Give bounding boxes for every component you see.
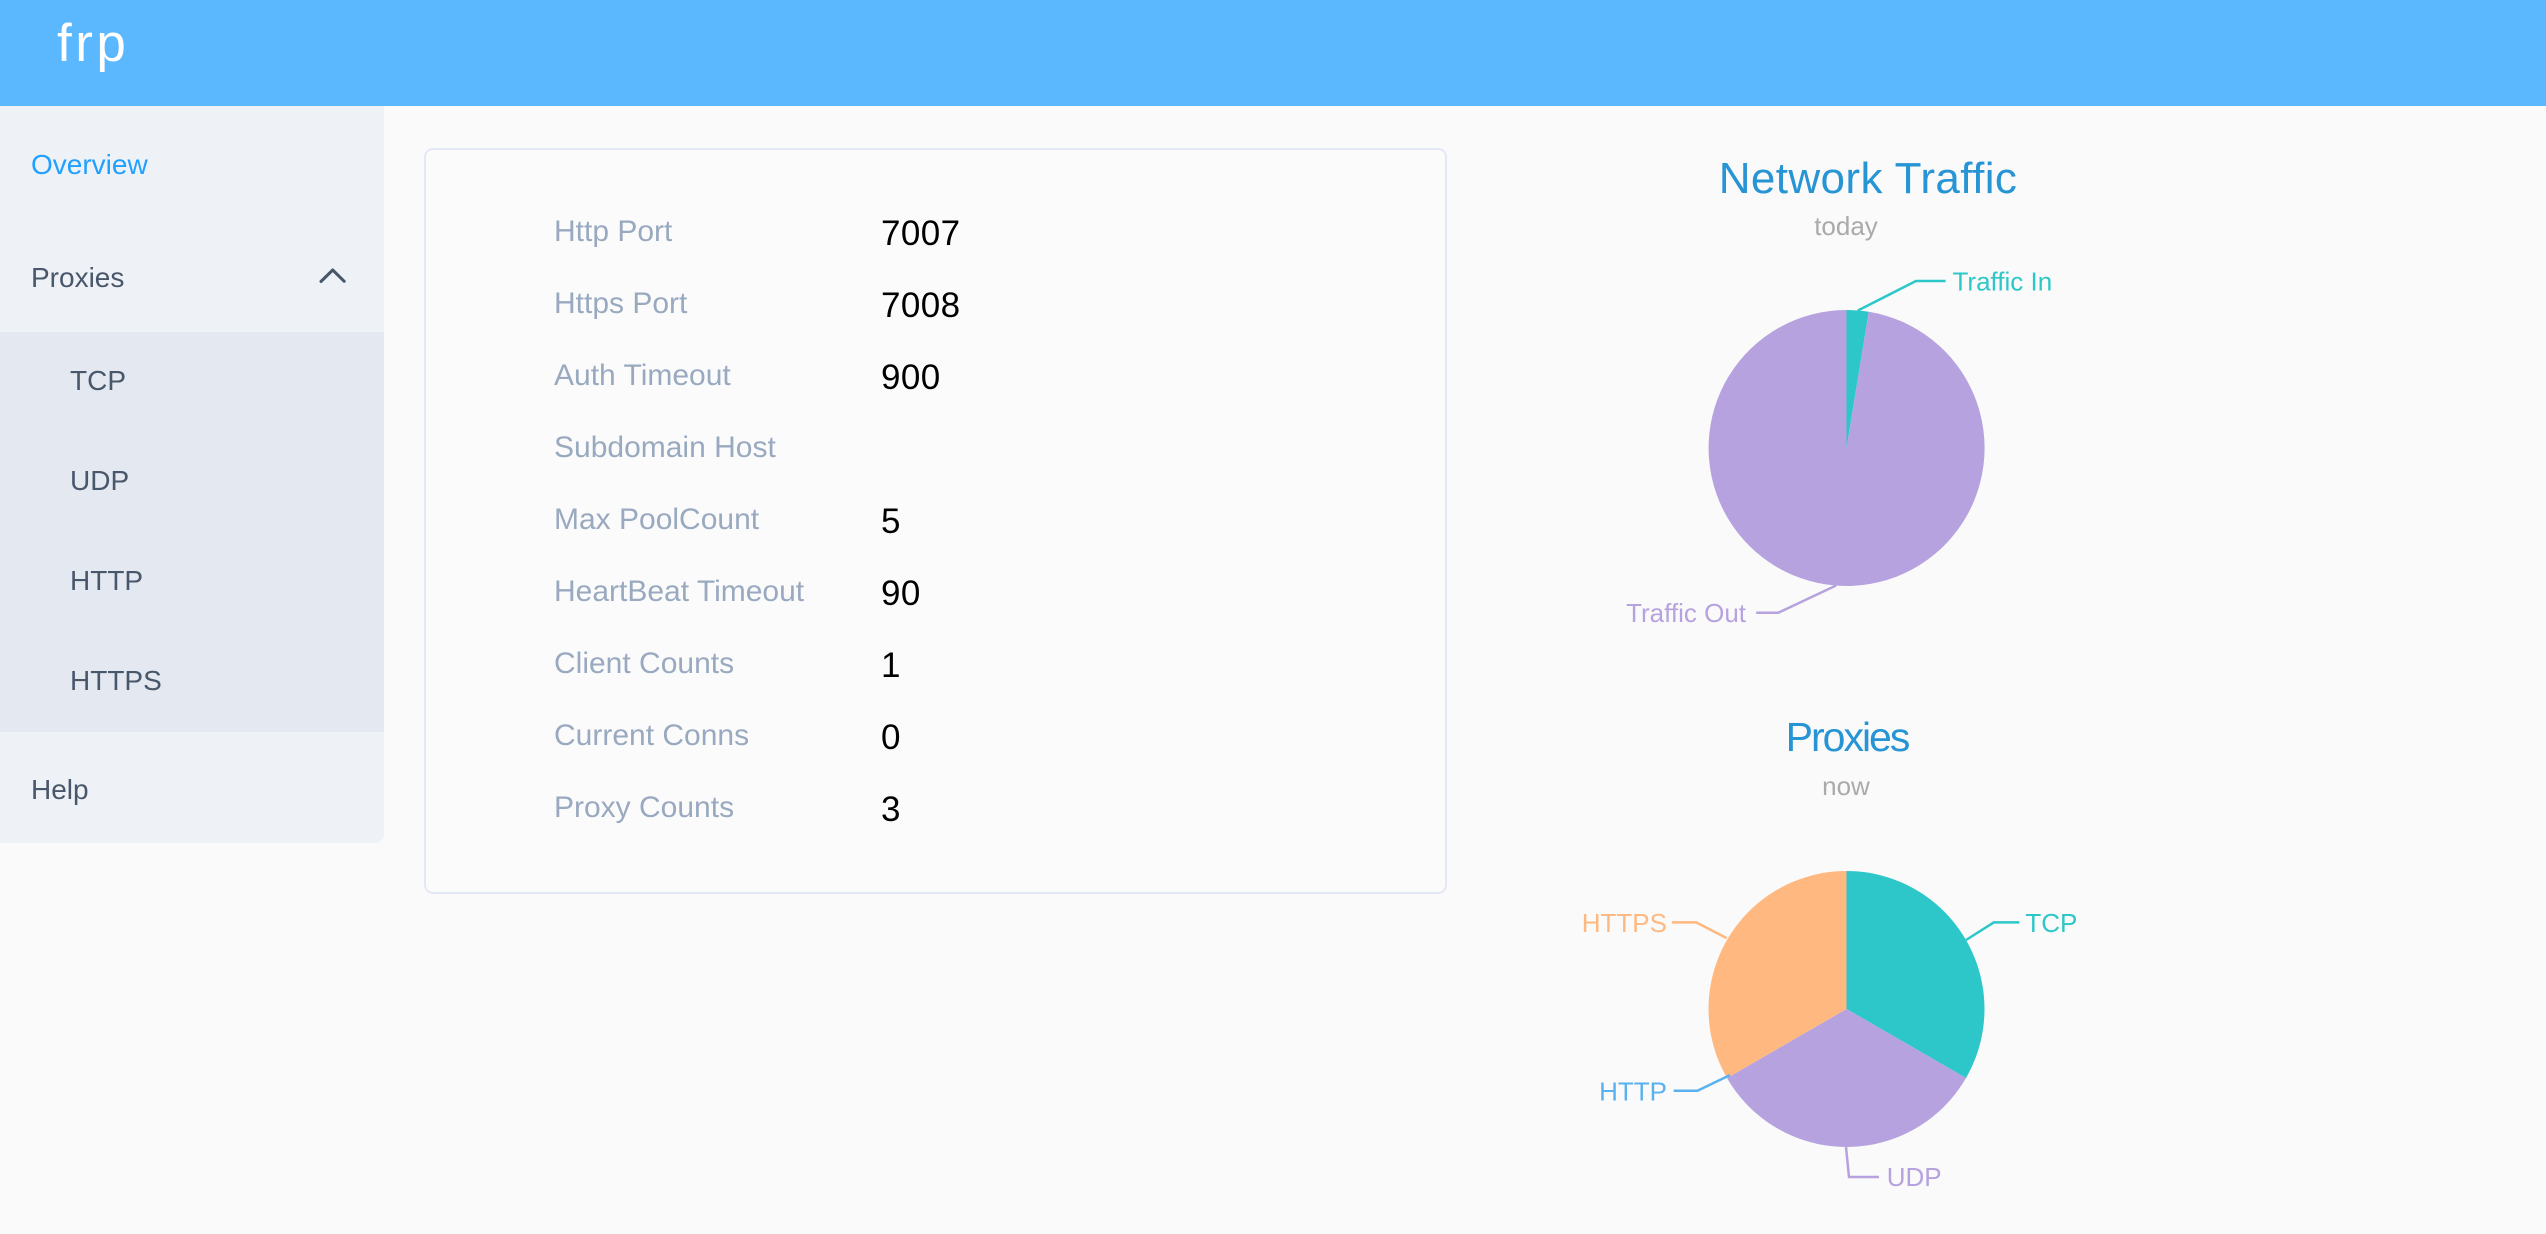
svg-text:Traffic In: Traffic In	[1953, 267, 2053, 297]
svg-text:UDP: UDP	[1887, 1162, 1942, 1192]
svg-text:TCP: TCP	[2025, 908, 2077, 938]
svg-text:HTTPS: HTTPS	[1582, 908, 1667, 938]
svg-text:Traffic Out: Traffic Out	[1626, 598, 1747, 628]
svg-text:HTTP: HTTP	[1599, 1076, 1667, 1106]
